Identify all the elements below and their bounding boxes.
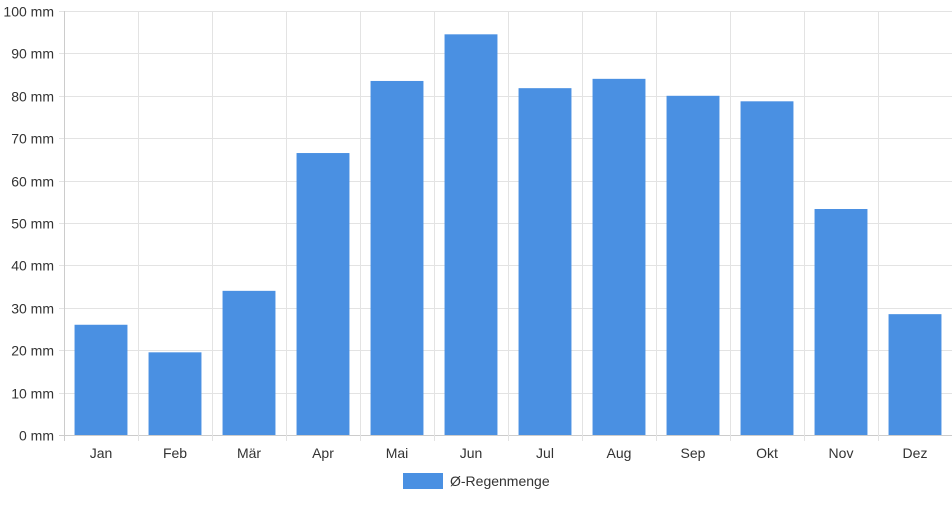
x-axis-tick-labels: Jan Feb Mär Apr Mai Jun Jul Aug Sep Okt Nov Dez bbox=[90, 445, 928, 461]
x-tick-label: Mai bbox=[386, 445, 409, 461]
legend-swatch bbox=[403, 473, 443, 489]
bar-dez[interactable] bbox=[888, 314, 942, 435]
bar-feb[interactable] bbox=[148, 352, 202, 435]
x-tick-label: Sep bbox=[681, 445, 706, 461]
y-tick-label: 50 mm bbox=[11, 216, 54, 232]
bar-jan[interactable] bbox=[74, 324, 128, 435]
y-tick-label: 100 mm bbox=[3, 4, 54, 20]
x-tick-label: Jun bbox=[460, 445, 483, 461]
y-tick-label: 40 mm bbox=[11, 258, 54, 274]
legend-label: Ø-Regenmenge bbox=[450, 473, 550, 489]
y-tick-label: 70 mm bbox=[11, 131, 54, 147]
legend[interactable]: Ø-Regenmenge bbox=[403, 473, 550, 489]
bar-okt[interactable] bbox=[740, 101, 794, 435]
y-tick-label: 30 mm bbox=[11, 301, 54, 317]
y-tick-label: 10 mm bbox=[11, 386, 54, 402]
x-tick-label: Aug bbox=[607, 445, 632, 461]
bar-mai[interactable] bbox=[370, 80, 424, 436]
y-axis-tick-labels: 0 mm 10 mm 20 mm 30 mm 40 mm 50 mm 60 mm 70 mm 8… bbox=[3, 4, 54, 444]
y-tick-label: 20 mm bbox=[11, 343, 54, 359]
bar-aug[interactable] bbox=[592, 78, 646, 435]
bar-nov[interactable] bbox=[814, 209, 868, 435]
x-tick-label: Jan bbox=[90, 445, 113, 461]
x-tick-label: Jul bbox=[536, 445, 554, 461]
x-tick-label: Feb bbox=[163, 445, 187, 461]
y-tick-label: 0 mm bbox=[19, 428, 54, 444]
bars bbox=[74, 34, 942, 436]
grid-lines bbox=[59, 11, 952, 441]
x-tick-label: Apr bbox=[312, 445, 334, 461]
bar-sep[interactable] bbox=[666, 95, 720, 436]
y-tick-label: 80 mm bbox=[11, 89, 54, 105]
y-tick-label: 90 mm bbox=[11, 46, 54, 62]
y-tick-label: 60 mm bbox=[11, 174, 54, 190]
x-tick-label: Mär bbox=[237, 445, 261, 461]
bar-jun[interactable] bbox=[444, 34, 498, 435]
x-tick-label: Dez bbox=[903, 445, 928, 461]
bar-mär[interactable] bbox=[222, 290, 276, 435]
x-tick-label: Nov bbox=[829, 445, 854, 461]
bar-apr[interactable] bbox=[296, 153, 350, 436]
x-tick-label: Okt bbox=[756, 445, 778, 461]
bar-jul[interactable] bbox=[518, 88, 572, 435]
